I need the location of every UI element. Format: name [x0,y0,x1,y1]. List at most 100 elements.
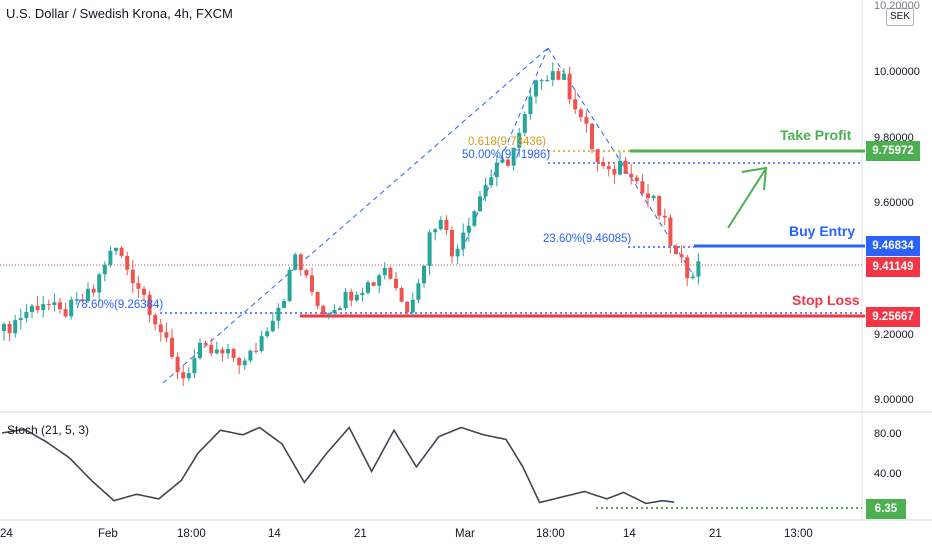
candle-up [366,282,370,293]
candle-up [360,292,365,295]
projection-arrow-head [741,166,768,191]
fib-236-label: 23.60%(9.46085) [543,233,632,245]
candle-up [248,350,253,361]
take-profit-label: Take Profit [780,127,852,143]
buy-entry-price-tag: 9.46834 [866,236,920,256]
currency-button[interactable]: SEK [886,8,914,26]
candle-down [646,193,650,199]
candle-up [293,254,298,270]
candle-up [326,313,331,315]
candle-up [74,299,79,301]
candle-up [562,73,566,80]
candle-down [142,288,146,295]
candle-down [304,269,309,276]
candle-down [612,168,617,175]
candle-up [265,331,270,337]
candle-up [500,159,505,163]
candle-up [287,269,292,302]
time-label: 13:00 [784,528,813,540]
candle-up [259,336,264,351]
candle-up [114,247,118,251]
price-label: 10.00000 [874,66,920,78]
fib-618-label: 0.618(9.73436) [468,136,547,148]
candle-down [119,247,124,256]
candle-up [2,323,6,331]
time-label: 14 [623,528,636,540]
stoch-title: Stoch (21, 5, 3) [7,423,90,437]
candle-down [231,348,236,359]
time-label: 21 [709,528,722,540]
candle-down [657,195,662,216]
candle-down [46,304,51,306]
candle-down [130,269,135,284]
candle-down [35,305,40,311]
candle-down [601,161,606,167]
fib-786-label: 78.60%(9.26384) [75,299,164,311]
candle-up [517,132,522,148]
candle-down [606,166,611,169]
candle-up [545,79,550,81]
candle-down [634,177,639,182]
candle-down [310,275,314,292]
candle-up [438,219,443,230]
candle-down [164,332,169,338]
candle-up [461,232,466,249]
candle-down [254,350,258,352]
candle-up [690,276,695,279]
candle-up [226,348,230,354]
candle-up [354,294,359,301]
candle-up [338,308,342,311]
candle-up [270,320,275,332]
candle-up [483,185,488,197]
candle-down [315,291,320,306]
candle-down [567,73,572,100]
candle-down [371,282,376,286]
time-label: Mar [455,528,475,540]
candle-up [186,373,191,379]
candle-down [573,99,578,110]
fib-trendline-up [162,47,549,384]
candle-down [91,288,96,293]
candle-down [405,301,410,313]
candle-up [24,311,29,319]
candle-up [276,307,281,321]
candle-up [478,196,482,212]
candle-up [618,160,622,175]
current-price-tag: 9.41149 [866,257,920,277]
candle-up [30,305,34,312]
candle-up [433,229,438,233]
candle-down [394,278,398,289]
candle-down [349,291,354,301]
candle-up [382,267,387,276]
candle-up [108,250,113,265]
candle-down [63,309,68,317]
price-label-top: 10.20000 [874,0,920,12]
candle-down [203,342,208,345]
candle-down [399,288,404,302]
candle-down [640,181,645,194]
stoch-line [1,426,675,505]
candle-down [170,337,174,357]
price-label: 9.20000 [874,329,914,341]
candle-down [584,117,589,124]
candle-up [192,358,197,374]
candle-down [153,315,158,325]
candle-down [556,71,561,80]
candle-down [321,305,326,315]
candle-up [102,264,107,275]
stoch-axis-label: 80.00 [874,428,902,440]
candle-down [595,149,600,162]
candle-up [52,302,57,306]
candle-up [18,318,23,321]
candle-down [298,254,303,270]
candle-up [198,342,202,359]
candle-up [69,299,74,317]
projection-arrow [727,169,766,229]
time-label: 18:00 [536,528,565,540]
candle-up [41,304,46,311]
candle-down [674,245,678,255]
time-label: Feb [98,528,118,540]
candle-down [136,283,141,289]
candle-down [80,299,85,302]
